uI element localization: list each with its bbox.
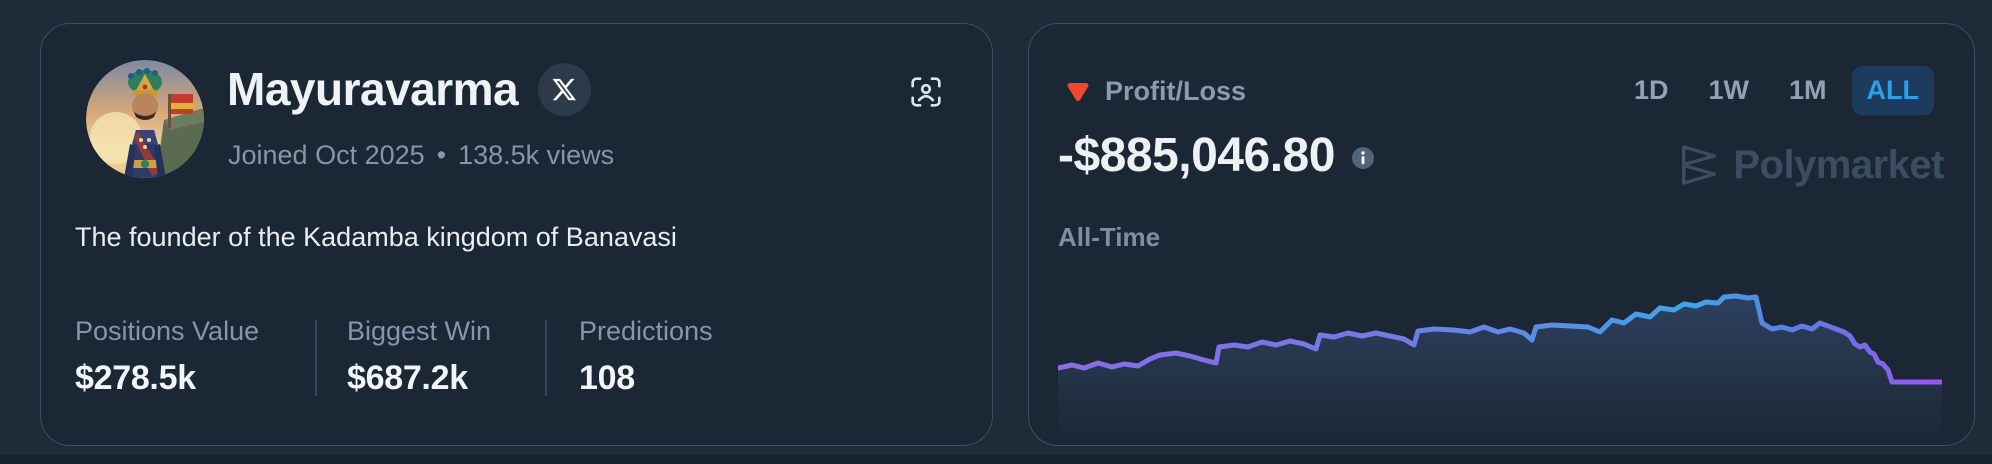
avatar bbox=[86, 60, 204, 178]
profile-meta-row: Joined Oct 2025 • 138.5k views bbox=[228, 140, 614, 171]
chart-area-fill bbox=[1058, 296, 1942, 441]
pnl-card: Profit/Loss 1D 1W 1M ALL -$885,046.80 Po… bbox=[1028, 23, 1975, 446]
range-button-all[interactable]: ALL bbox=[1851, 66, 1934, 115]
x-logo-icon bbox=[552, 78, 577, 101]
avatar-illustration bbox=[86, 60, 204, 178]
pnl-header: Profit/Loss bbox=[1066, 76, 1246, 107]
polymarket-watermark: Polymarket bbox=[1678, 142, 1944, 188]
chart-line bbox=[1058, 293, 1942, 385]
profile-card: Mayuravarma Joined Oct 2025 • 138.5k vie… bbox=[40, 23, 993, 446]
stat-value: $687.2k bbox=[347, 359, 468, 397]
stat-predictions: Predictions 108 bbox=[579, 316, 713, 398]
watermark-text: Polymarket bbox=[1733, 142, 1944, 187]
pnl-chart[interactable] bbox=[1058, 289, 1942, 441]
stat-positions-value: Positions Value $278.5k bbox=[75, 316, 259, 398]
stat-value: 108 bbox=[579, 359, 635, 397]
pnl-value: -$885,046.80 bbox=[1058, 129, 1335, 182]
info-icon bbox=[1351, 146, 1374, 169]
stat-value: $278.5k bbox=[75, 359, 196, 397]
range-button-1m[interactable]: 1M bbox=[1789, 75, 1827, 105]
face-scan-icon bbox=[911, 77, 941, 107]
range-button-1w[interactable]: 1W bbox=[1708, 75, 1750, 105]
dot-separator: • bbox=[436, 140, 447, 170]
pnl-value-row: -$885,046.80 bbox=[1058, 128, 1375, 183]
range-button-1d[interactable]: 1D bbox=[1633, 75, 1669, 105]
x-profile-button[interactable] bbox=[538, 63, 592, 117]
profile-bio: The founder of the Kadamba kingdom of Ba… bbox=[75, 222, 677, 252]
polymarket-logo-icon bbox=[1682, 145, 1717, 185]
stat-label: Biggest Win bbox=[347, 316, 492, 346]
stat-label: Predictions bbox=[579, 316, 713, 346]
profile-name: Mayuravarma bbox=[227, 63, 519, 115]
down-triangle-icon bbox=[1067, 82, 1089, 101]
bottom-strip bbox=[0, 455, 1992, 464]
stat-divider bbox=[545, 320, 547, 396]
stat-divider bbox=[315, 320, 317, 396]
time-range-selector: 1D 1W 1M ALL bbox=[1619, 66, 1934, 115]
profile-name-row: Mayuravarma bbox=[227, 62, 592, 117]
joined-date: Joined Oct 2025 bbox=[228, 140, 425, 170]
stat-label: Positions Value bbox=[75, 316, 260, 346]
stat-biggest-win: Biggest Win $687.2k bbox=[347, 316, 491, 398]
info-button[interactable] bbox=[1351, 146, 1375, 170]
pnl-title: Profit/Loss bbox=[1105, 76, 1247, 106]
views-count: 138.5k views bbox=[458, 140, 615, 170]
scan-profile-button[interactable] bbox=[910, 76, 942, 108]
pnl-period-label: All-Time bbox=[1058, 222, 1161, 252]
